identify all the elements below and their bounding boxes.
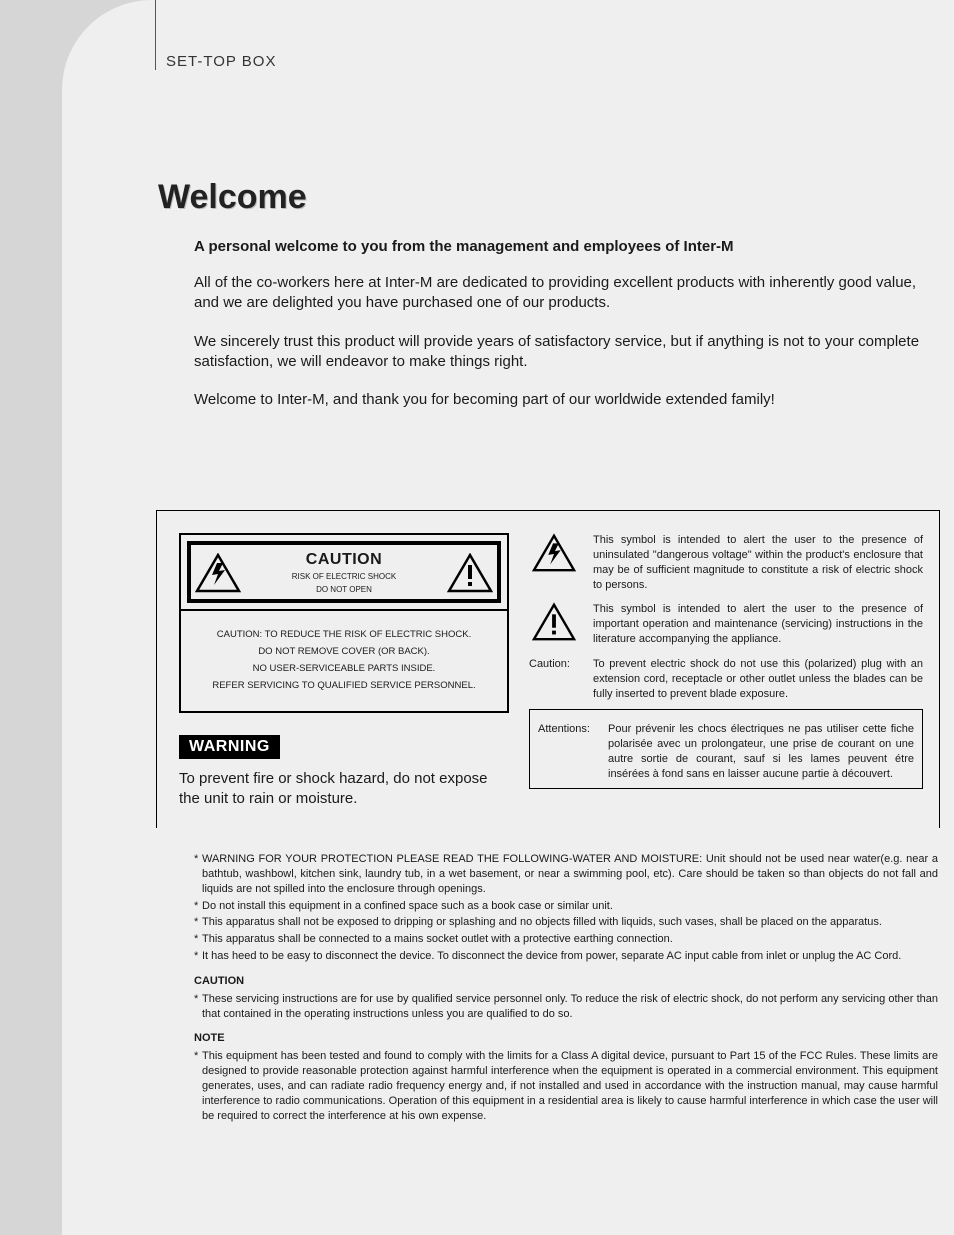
caution-line2: DO NOT REMOVE COVER (OR BACK).	[189, 646, 499, 657]
fineprint-w5-text: It has heed to be easy to disconnect the…	[202, 949, 938, 964]
symbol-excl-desc: This symbol is intended to alert the use…	[593, 602, 923, 647]
caution-line1: CAUTION: TO REDUCE THE RISK OF ELECTRIC …	[189, 629, 499, 640]
fineprint-c1: *These servicing instructions are for us…	[194, 992, 938, 1022]
asterisk-icon: *	[194, 899, 202, 914]
fineprint-w2: *Do not install this equipment in a conf…	[194, 899, 938, 914]
asterisk-icon: *	[194, 915, 202, 930]
safety-right-col: This symbol is intended to alert the use…	[529, 533, 923, 810]
exclamation-icon	[447, 553, 493, 593]
fineprint-w3: *This apparatus shall not be exposed to …	[194, 915, 938, 930]
attentions-row: Attentions: Pour prévenir les chocs élec…	[538, 722, 914, 781]
caution-row-text: To prevent electric shock do not use thi…	[593, 657, 923, 702]
attentions-box: Attentions: Pour prévenir les chocs élec…	[529, 709, 923, 788]
fineprint-n1: *This equipment has been tested and foun…	[194, 1049, 938, 1123]
asterisk-icon: *	[194, 949, 202, 964]
caution-plate: CAUTION RISK OF ELECTRIC SHOCK DO NOT OP…	[179, 533, 509, 611]
caution-plate-inner: CAUTION RISK OF ELECTRIC SHOCK DO NOT OP…	[187, 541, 501, 603]
lightning-bolt-icon	[529, 533, 579, 592]
caution-row-label: Caution:	[529, 657, 585, 702]
fineprint-w4: *This apparatus shall be connected to a …	[194, 932, 938, 947]
intro-p1: All of the co-workers here at Inter-M ar…	[194, 273, 934, 314]
caution-word: CAUTION	[247, 551, 441, 569]
asterisk-icon: *	[194, 992, 202, 1022]
intro-p2: We sincerely trust this product will pro…	[194, 332, 934, 373]
caution-line4: REFER SERVICING TO QUALIFIED SERVICE PER…	[189, 680, 499, 691]
fineprint-note-head: NOTE	[194, 1031, 938, 1046]
fineprint-caution-head: CAUTION	[194, 974, 938, 989]
asterisk-icon: *	[194, 852, 202, 897]
caution-lines: CAUTION: TO REDUCE THE RISK OF ELECTRIC …	[179, 609, 509, 713]
fineprint-w3-text: This apparatus shall not be exposed to d…	[202, 915, 938, 930]
intro-p3: Welcome to Inter-M, and thank you for be…	[194, 390, 934, 410]
header-rule	[155, 0, 156, 70]
attentions-label: Attentions:	[538, 722, 600, 781]
caution-center: CAUTION RISK OF ELECTRIC SHOCK DO NOT OP…	[247, 551, 441, 595]
fineprint-w2-text: Do not install this equipment in a confi…	[202, 899, 938, 914]
symbol-excl-row: This symbol is intended to alert the use…	[529, 602, 923, 647]
warning-text: To prevent fire or shock hazard, do not …	[179, 769, 509, 810]
page-title: Welcome	[158, 178, 307, 217]
caution-sub2: DO NOT OPEN	[247, 585, 441, 595]
caution-row: Caution: To prevent electric shock do no…	[529, 657, 923, 702]
intro-subhead: A personal welcome to you from the manag…	[194, 238, 934, 255]
product-label: SET-TOP BOX	[166, 53, 276, 70]
caution-line3: NO USER-SERVICEABLE PARTS INSIDE.	[189, 663, 499, 674]
asterisk-icon: *	[194, 932, 202, 947]
warning-block: WARNING To prevent fire or shock hazard,…	[179, 735, 509, 810]
fineprint-w1: *WARNING FOR YOUR PROTECTION PLEASE READ…	[194, 852, 938, 897]
caution-sub1: RISK OF ELECTRIC SHOCK	[247, 572, 441, 582]
fineprint-w5: *It has heed to be easy to disconnect th…	[194, 949, 938, 964]
asterisk-icon: *	[194, 1049, 202, 1123]
intro-section: A personal welcome to you from the manag…	[194, 238, 934, 428]
document-page: SET-TOP BOX Welcome A personal welcome t…	[62, 0, 954, 1235]
fineprint-c1-text: These servicing instructions are for use…	[202, 992, 938, 1022]
fineprint-w4-text: This apparatus shall be connected to a m…	[202, 932, 938, 947]
safety-box: CAUTION RISK OF ELECTRIC SHOCK DO NOT OP…	[156, 510, 940, 828]
fineprint-w1-text: WARNING FOR YOUR PROTECTION PLEASE READ …	[202, 852, 938, 897]
symbol-bolt-row: This symbol is intended to alert the use…	[529, 533, 923, 592]
safety-columns: CAUTION RISK OF ELECTRIC SHOCK DO NOT OP…	[179, 533, 923, 810]
symbol-bolt-desc: This symbol is intended to alert the use…	[593, 533, 923, 592]
warning-label: WARNING	[179, 735, 280, 759]
fineprint-n1-text: This equipment has been tested and found…	[202, 1049, 938, 1123]
attentions-text: Pour prévenir les chocs électriques ne p…	[608, 722, 914, 781]
fineprint: *WARNING FOR YOUR PROTECTION PLEASE READ…	[194, 852, 938, 1126]
exclamation-icon	[529, 602, 579, 647]
safety-left-col: CAUTION RISK OF ELECTRIC SHOCK DO NOT OP…	[179, 533, 509, 810]
lightning-bolt-icon	[195, 553, 241, 593]
